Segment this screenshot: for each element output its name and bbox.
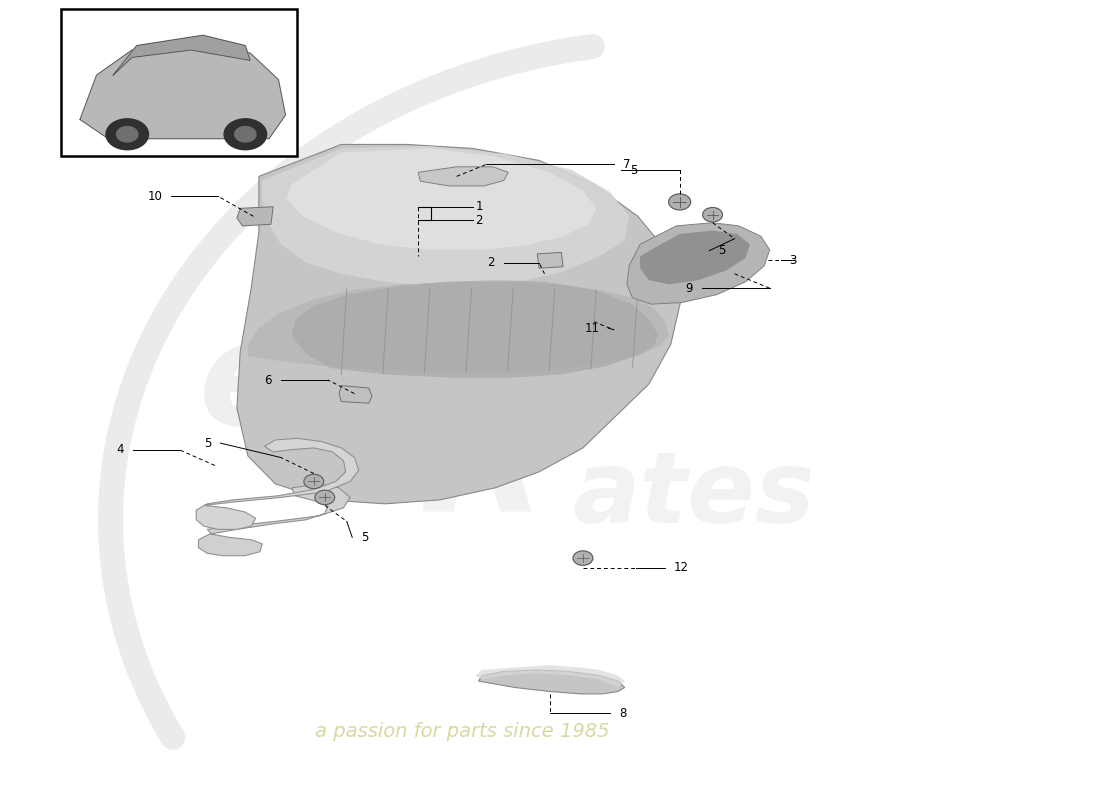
Bar — [537, 252, 563, 268]
Text: euro: euro — [198, 314, 573, 454]
Polygon shape — [627, 222, 770, 304]
Text: 9: 9 — [685, 282, 693, 294]
Circle shape — [224, 119, 266, 150]
Circle shape — [315, 490, 334, 505]
Circle shape — [573, 551, 593, 566]
Circle shape — [117, 126, 138, 142]
Polygon shape — [478, 670, 625, 694]
Polygon shape — [339, 386, 372, 403]
Polygon shape — [475, 665, 625, 687]
Text: 7: 7 — [623, 158, 630, 171]
Polygon shape — [236, 206, 273, 226]
Polygon shape — [198, 484, 350, 556]
Polygon shape — [113, 35, 250, 75]
Circle shape — [669, 194, 691, 210]
Polygon shape — [262, 146, 629, 286]
Bar — [62, 9, 297, 157]
Circle shape — [106, 119, 148, 150]
Polygon shape — [196, 438, 359, 530]
Text: 2: 2 — [475, 214, 483, 227]
Text: 12: 12 — [674, 562, 689, 574]
Text: R: R — [418, 382, 547, 546]
Circle shape — [304, 474, 323, 489]
Text: 11: 11 — [584, 322, 600, 334]
Text: 5: 5 — [718, 244, 726, 257]
Polygon shape — [248, 282, 669, 372]
Text: 5: 5 — [630, 163, 638, 177]
Polygon shape — [286, 149, 596, 250]
Text: 2: 2 — [487, 256, 495, 269]
Text: 6: 6 — [265, 374, 272, 386]
Text: 5: 5 — [205, 437, 211, 450]
Polygon shape — [640, 230, 750, 284]
Text: ates: ates — [572, 447, 815, 544]
Text: 4: 4 — [117, 443, 123, 456]
Polygon shape — [292, 280, 658, 378]
Polygon shape — [80, 41, 286, 138]
Polygon shape — [418, 167, 508, 186]
Text: 10: 10 — [147, 190, 162, 203]
Text: 5: 5 — [361, 531, 368, 544]
Text: 3: 3 — [790, 254, 796, 266]
Polygon shape — [236, 145, 682, 504]
Text: 1: 1 — [475, 200, 483, 214]
Circle shape — [234, 126, 256, 142]
Text: a passion for parts since 1985: a passion for parts since 1985 — [315, 722, 609, 741]
Circle shape — [703, 207, 723, 222]
Text: 8: 8 — [619, 706, 627, 719]
